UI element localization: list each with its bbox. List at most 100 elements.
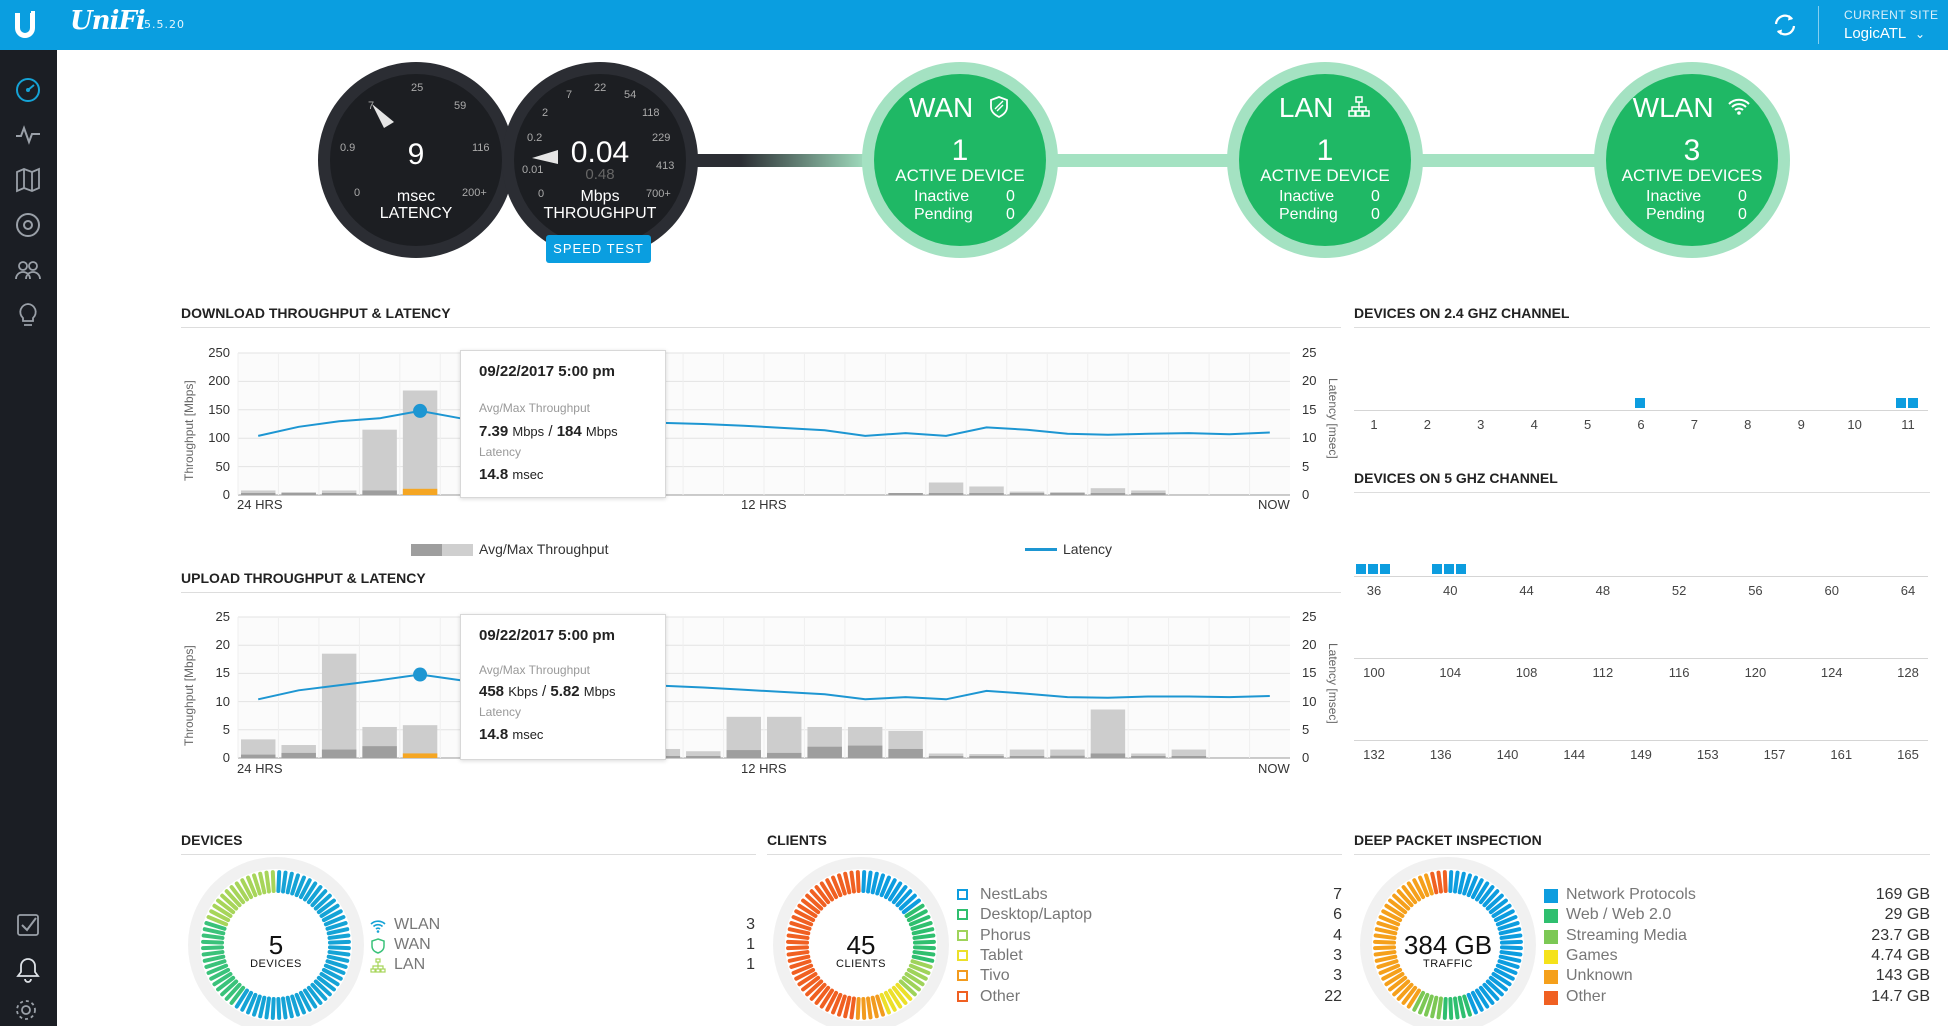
dpi-title-rule [1354,854,1930,855]
clients-donut-segment [901,898,921,915]
speed-test-button[interactable]: SPEED TEST [546,235,651,263]
chevron-down-icon[interactable]: ⌄ [1915,27,1926,41]
dpi-legend-label[interactable]: Other [1566,987,1607,1005]
wan-count: 1 [951,134,969,167]
clients-donut-segment [912,950,936,957]
wlan-hub[interactable]: WLAN 3 ACTIVE DEVICES Inactive 0 Pending… [1594,62,1790,258]
dpi-legend-label[interactable]: Network Protocols [1566,886,1696,903]
y-tick-right: 15 [1302,665,1317,681]
clients-donut-segment [789,921,812,931]
clients-legend-label[interactable]: Tivo [980,967,1010,985]
wan-hub[interactable]: WAN 1 ACTIVE DEVICE Inactive 0 Pending 0 [862,62,1058,258]
devices-legend-label[interactable]: WAN [394,936,431,953]
dpi-donut-segment [1462,994,1472,1017]
legend-latency-label[interactable]: Latency [1063,541,1113,557]
clients-donut-segment [843,871,852,895]
devices-donut-segment [204,959,227,969]
throughput-tick: 700+ [646,188,671,200]
clients-total: 45 [846,930,876,960]
channel-label: 11 [1901,417,1915,432]
tooltip-latency-number: 14.8 [479,466,509,483]
plot-background [238,353,1290,495]
dpi-legend-label[interactable]: Unknown [1566,967,1633,985]
dpi-donut-segment [1497,921,1520,931]
y-tick-left: 10 [215,693,230,709]
upload-ylabel-right[interactable]: Latency [msec] [1326,643,1340,724]
tooltip-latency-value: 14.8 msec [479,726,543,743]
clients-legend-label[interactable]: Tablet [980,946,1023,964]
shield-icon [371,938,385,954]
dashboard-icon[interactable] [13,75,43,105]
channel-label: 10 [1847,417,1862,432]
clients-donut-segment [883,990,897,1012]
statistics-icon[interactable] [13,120,43,150]
download-ylabel-right[interactable]: Latency [msec] [1326,378,1340,459]
clients-legend-label[interactable]: NestLabs [980,886,1048,903]
clients-title: CLIENTS [767,832,827,848]
dpi-donut-segment [1396,982,1414,1001]
throughput-max-bar [402,390,438,495]
channel-label: 52 [1671,583,1687,598]
clients-donut-segment [789,959,812,969]
tooltip-latency-value: 14.8 msec [479,466,543,483]
clients-donut-segment [814,985,831,1005]
devices-donut-segment [316,898,336,915]
channel-label: 157 [1763,747,1786,762]
channel-axis-line [1354,576,1928,577]
legend-throughput-label[interactable]: Avg/Max Throughput [479,541,609,557]
channel-label: 124 [1820,665,1843,680]
clients-legend-label[interactable]: Phorus [980,926,1031,944]
throughput-avg-bar [1171,756,1207,758]
clients-legend-label[interactable]: Other [980,987,1021,1005]
dpi-legend-label[interactable]: Games [1566,946,1618,964]
devices-legend-label[interactable]: WLAN [394,916,441,933]
dpi-donut-segment [1376,921,1399,931]
events-icon[interactable] [13,910,43,940]
devices-legend-value: 1 [746,936,755,953]
settings-icon[interactable] [13,997,43,1027]
lan-hub[interactable]: LAN 1 ACTIVE DEVICE Inactive 0 Pending 0 [1227,62,1423,258]
dpi-donut-segment [1384,903,1405,918]
devices-donut-segment [323,915,346,927]
dpi-title: DEEP PACKET INSPECTION [1354,832,1542,848]
dpi-legend-value: 143 GB [1875,967,1930,985]
dpi-donut-segment [1401,985,1418,1005]
ubiquiti-logo-icon[interactable] [12,10,38,40]
dpi-legend-label[interactable]: Streaming Media [1566,926,1687,944]
clients-donut-segment [831,992,843,1015]
clients-donut-segment [908,915,931,927]
download-x-label-end: NOW [1258,497,1290,512]
wlan-inactive-label: Inactive [1646,188,1702,205]
clients-donut-segment [908,963,931,975]
legend-latency-swatch [1025,548,1057,551]
latency-unit: msec [396,188,436,205]
throughput-label: THROUGHPUT [543,205,657,222]
devices-legend-label[interactable]: LAN [394,956,426,973]
devices-icon[interactable] [13,210,43,240]
site-selector[interactable]: LogicATL [1844,25,1907,42]
dpi-legend-label[interactable]: Web / Web 2.0 [1566,906,1672,924]
devices-donut-segment [258,871,267,895]
latency-tick: 200+ [462,187,487,199]
dpi-donut-segment [1430,995,1439,1019]
map-icon[interactable] [13,165,43,195]
throughput-tick: 0.01 [522,164,544,176]
insights-icon[interactable] [13,300,43,330]
throughput-tick: 2 [542,107,549,119]
refresh-icon[interactable] [1772,12,1798,38]
clients-donut-segment [898,893,917,911]
devices-donut-segment [325,921,348,931]
throughput-avg-bar [969,756,1004,758]
clients-icon[interactable] [13,255,43,285]
y-tick-left: 20 [215,637,230,653]
devices-legend-value: 3 [746,916,755,933]
clients-donut-segment [904,903,925,918]
throughput-max-bar [807,726,842,758]
alerts-icon[interactable] [13,955,43,985]
clients-donut-segment [866,870,873,894]
dpi-donut-segment [1392,893,1411,911]
devices-donut-segment [323,963,346,975]
devices-donut-segment [224,889,242,908]
dpi-donut-segment [1475,988,1490,1009]
clients-legend-label[interactable]: Desktop/Laptop [980,906,1093,924]
